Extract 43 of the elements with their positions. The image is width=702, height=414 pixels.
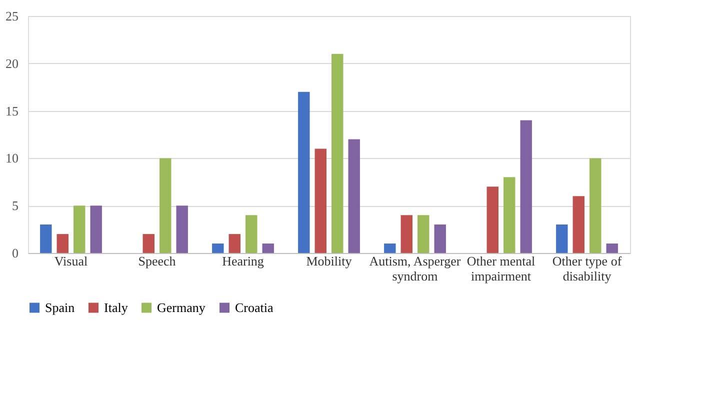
bar (74, 206, 86, 253)
bar (504, 177, 516, 253)
bar (228, 234, 240, 253)
bar (606, 244, 618, 253)
bar (40, 224, 52, 253)
x-tick-label: Visual (54, 254, 88, 268)
bar (418, 215, 430, 253)
bar (556, 224, 568, 253)
y-tick-label: 5 (12, 198, 18, 214)
bar (160, 158, 172, 253)
bar (142, 234, 154, 253)
bar (590, 158, 602, 253)
bar (332, 54, 344, 253)
x-tick-label: Other type of disability (552, 254, 622, 284)
x-tick-label: Mobility (306, 254, 352, 268)
bar (314, 148, 326, 253)
x-tick-label: Autism, Asperger syndrom (369, 254, 462, 284)
x-tick-label: Hearing (222, 254, 264, 268)
bar (572, 196, 584, 253)
y-tick-label: 10 (6, 150, 18, 166)
y-tick-label: 25 (6, 8, 18, 24)
bar (246, 215, 258, 253)
bar (90, 206, 102, 253)
bar (434, 224, 446, 253)
bar (348, 139, 360, 253)
bar (520, 120, 532, 253)
legend-label: Croatia (235, 300, 274, 315)
legend-label: Spain (45, 300, 76, 315)
y-tick-label: 15 (6, 103, 18, 118)
bar (298, 92, 310, 253)
x-tick-label: Speech (138, 254, 176, 268)
y-tick-label: 0 (12, 246, 18, 260)
legend-label: Germany (157, 300, 206, 315)
legend-label: Italy (104, 300, 128, 315)
bar (262, 244, 274, 253)
bar (176, 206, 188, 253)
bar (486, 186, 498, 253)
x-tick-label: Other mental impairment (466, 254, 536, 284)
bar (56, 234, 68, 253)
y-tick-label: 20 (6, 56, 18, 71)
bar (212, 244, 224, 253)
bar (384, 244, 396, 253)
bar (400, 215, 412, 253)
